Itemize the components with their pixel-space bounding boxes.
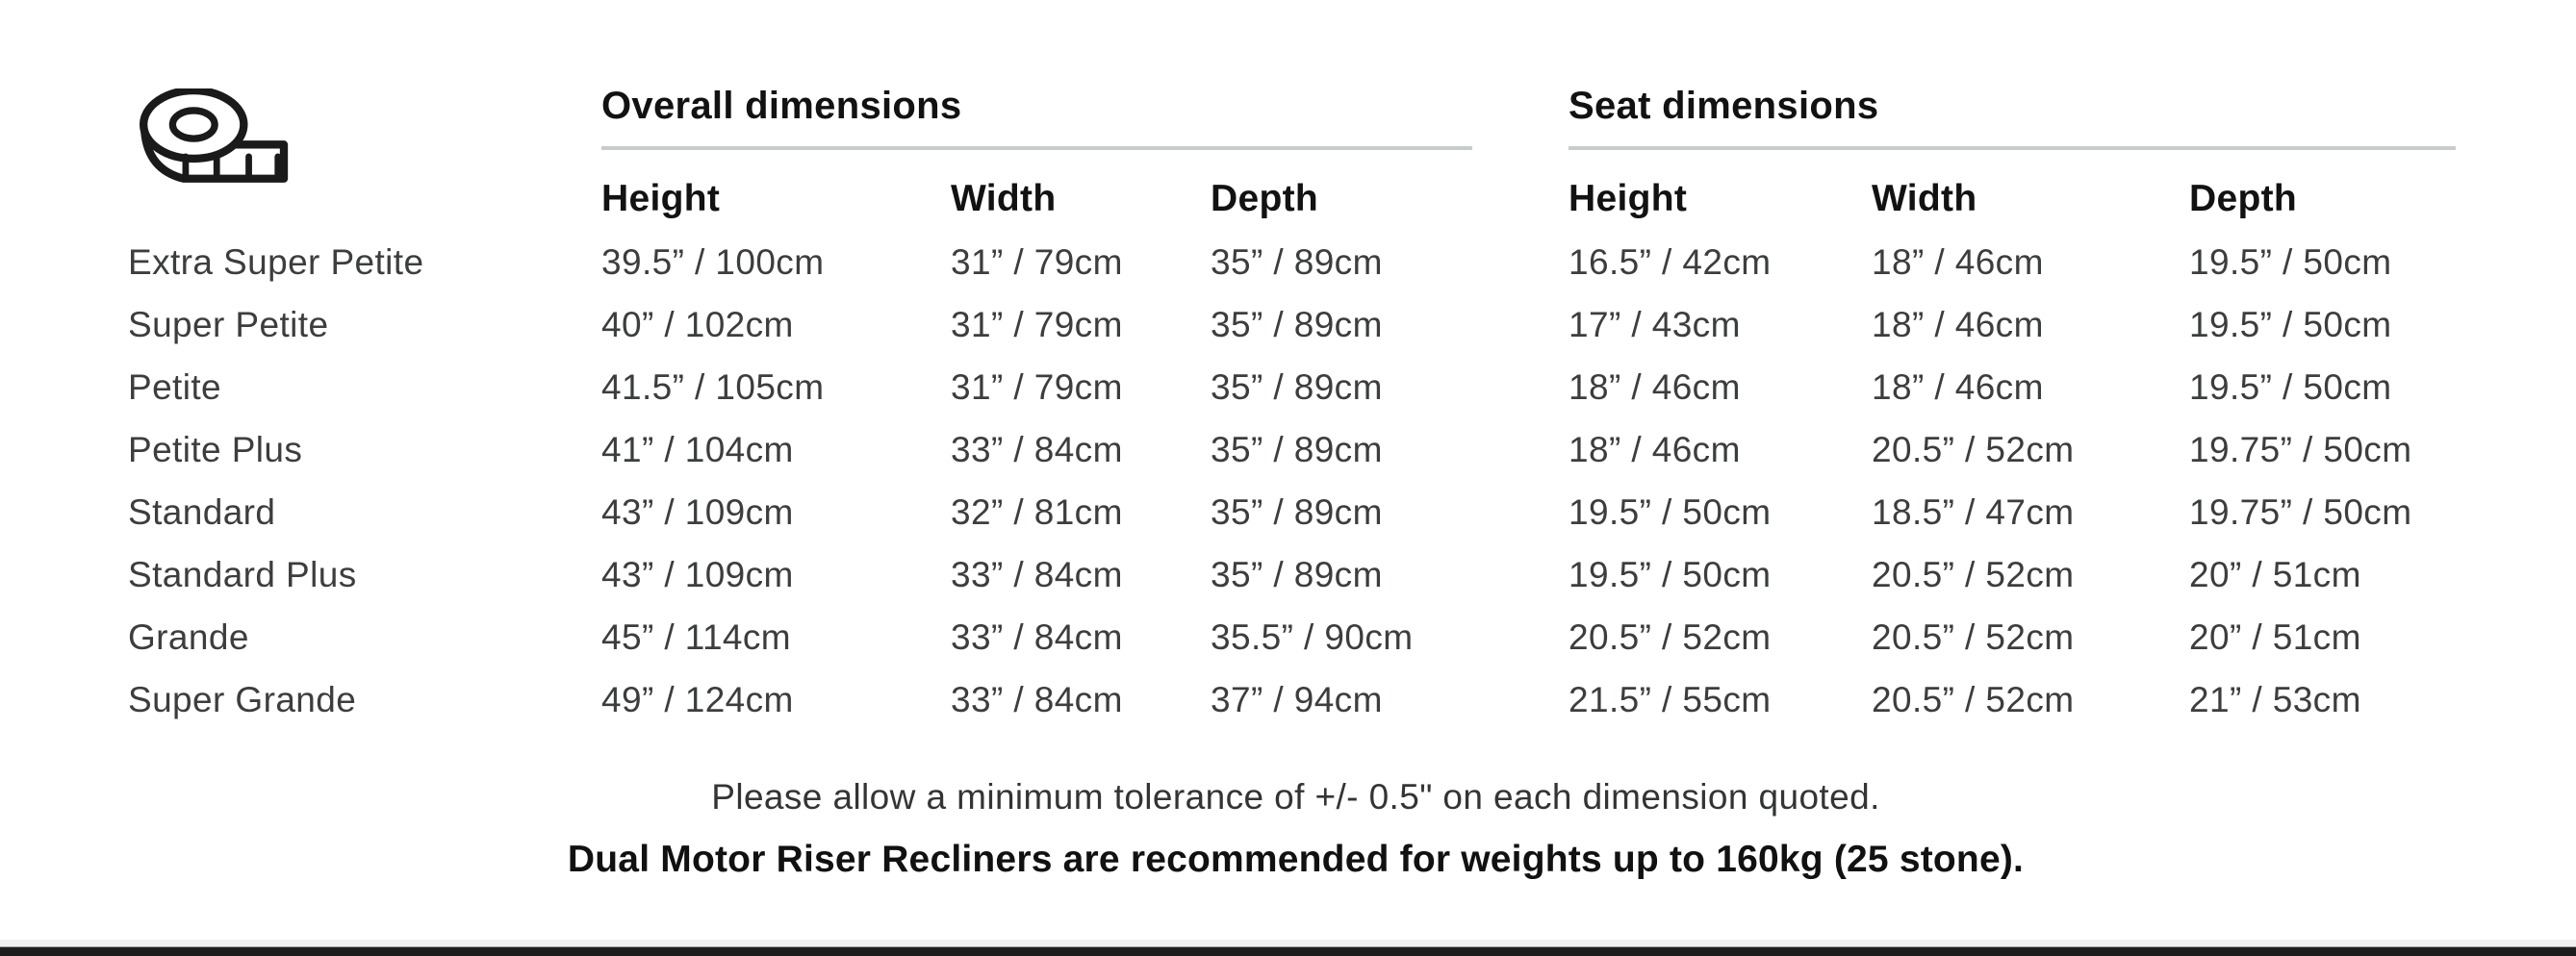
overall-height-value: 43” / 109cm	[601, 555, 794, 594]
seat-width-value: 18” / 46cm	[1872, 242, 2044, 282]
seat-width-value: 18.5” / 47cm	[1872, 492, 2075, 532]
overall-width-value: 33” / 84cm	[951, 680, 1123, 719]
overall-height-value: 41” / 104cm	[601, 430, 794, 469]
seat-height-value: 18” / 46cm	[1569, 430, 1741, 469]
overall-depth-value: 35” / 89cm	[1211, 367, 1383, 407]
section-seat: Seat dimensions	[1569, 83, 2463, 150]
seat-height-value: 19.5” / 50cm	[1569, 555, 1772, 594]
overall-width-value: 31” / 79cm	[951, 242, 1123, 282]
row-label: Petite Plus	[128, 430, 303, 469]
overall-height-value: 41.5” / 105cm	[601, 367, 825, 407]
overall-depth-value: 35” / 89cm	[1211, 430, 1383, 469]
seat-width-value: 20.5” / 52cm	[1872, 430, 2075, 469]
section-overall: Overall dimensions	[601, 83, 1569, 150]
table-row-standard: Standard 43” / 109cm 32” / 81cm 35” / 89…	[128, 481, 2463, 543]
bottom-light-strip	[0, 940, 2576, 946]
overall-height-value: 45” / 114cm	[601, 617, 792, 657]
overall-height-value: 43” / 109cm	[601, 492, 794, 532]
seat-depth-value: 20” / 51cm	[2189, 555, 2361, 594]
table-row-petite-plus: Petite Plus 41” / 104cm 33” / 84cm 35” /…	[128, 418, 2463, 481]
column-header-row: Height Width Depth Height Width Depth	[128, 150, 2463, 231]
column-header-seat-height: Height	[1569, 178, 1688, 219]
row-label: Super Petite	[128, 305, 329, 344]
size-table: Overall dimensions Seat dimensions Heigh…	[128, 83, 2463, 731]
column-header-overall-depth: Depth	[1211, 178, 1318, 219]
row-label: Standard	[128, 492, 276, 532]
row-label: Extra Super Petite	[128, 242, 424, 282]
row-label: Grande	[128, 617, 249, 657]
column-header-overall-height: Height	[601, 178, 721, 219]
bottom-dark-bar	[0, 946, 2576, 956]
seat-width-value: 20.5” / 52cm	[1872, 680, 2075, 719]
section-title-overall: Overall dimensions	[601, 85, 962, 127]
tolerance-note: Please allow a minimum tolerance of +/- …	[711, 777, 1880, 817]
overall-height-value: 39.5” / 100cm	[601, 242, 825, 282]
overall-height-value: 40” / 102cm	[601, 305, 794, 344]
seat-depth-value: 21” / 53cm	[2189, 680, 2361, 719]
seat-height-value: 21.5” / 55cm	[1569, 680, 1772, 719]
overall-width-value: 32” / 81cm	[951, 492, 1123, 532]
seat-depth-value: 19.5” / 50cm	[2189, 367, 2392, 407]
seat-depth-value: 19.75” / 50cm	[2189, 492, 2412, 532]
overall-height-value: 49” / 124cm	[601, 680, 794, 719]
column-header-seat-width: Width	[1872, 178, 1977, 219]
row-label: Super Grande	[128, 680, 357, 719]
weight-recommendation-note: Dual Motor Riser Recliners are recommend…	[567, 839, 2025, 880]
overall-depth-value: 35” / 89cm	[1211, 242, 1383, 282]
column-header-spacer	[128, 150, 601, 231]
row-label: Standard Plus	[128, 555, 357, 594]
seat-height-value: 17” / 43cm	[1569, 305, 1741, 344]
row-label: Petite	[128, 367, 222, 407]
overall-depth-value: 35” / 89cm	[1211, 305, 1383, 344]
seat-depth-value: 19.75” / 50cm	[2189, 430, 2412, 469]
column-header-seat-depth: Depth	[2189, 178, 2297, 219]
table-row-super-grande: Super Grande 49” / 124cm 33” / 84cm 37” …	[128, 668, 2463, 731]
table-row-super-petite: Super Petite 40” / 102cm 31” / 79cm 35” …	[128, 293, 2463, 356]
tape-measure-icon	[140, 88, 289, 183]
table-row-extra-super-petite: Extra Super Petite 39.5” / 100cm 31” / 7…	[128, 231, 2463, 293]
overall-width-value: 31” / 79cm	[951, 305, 1123, 344]
table-row-petite: Petite 41.5” / 105cm 31” / 79cm 35” / 89…	[128, 356, 2463, 418]
footer-notes: Please allow a minimum tolerance of +/- …	[128, 774, 2463, 884]
seat-height-value: 18” / 46cm	[1569, 367, 1741, 407]
seat-width-value: 20.5” / 52cm	[1872, 617, 2075, 657]
overall-depth-value: 35.5” / 90cm	[1211, 617, 1414, 657]
seat-depth-value: 20” / 51cm	[2189, 617, 2361, 657]
overall-width-value: 33” / 84cm	[951, 617, 1123, 657]
seat-height-value: 19.5” / 50cm	[1569, 492, 1772, 532]
section-title-seat: Seat dimensions	[1569, 85, 1879, 127]
seat-height-value: 16.5” / 42cm	[1569, 242, 1772, 282]
overall-width-value: 33” / 84cm	[951, 430, 1123, 469]
seat-width-value: 18” / 46cm	[1872, 305, 2044, 344]
seat-width-value: 18” / 46cm	[1872, 367, 2044, 407]
seat-depth-value: 19.5” / 50cm	[2189, 305, 2392, 344]
column-header-overall-width: Width	[951, 178, 1057, 219]
overall-depth-value: 35” / 89cm	[1211, 555, 1383, 594]
table-row-standard-plus: Standard Plus 43” / 109cm 33” / 84cm 35”…	[128, 543, 2463, 606]
overall-depth-value: 35” / 89cm	[1211, 492, 1383, 532]
seat-width-value: 20.5” / 52cm	[1872, 555, 2075, 594]
overall-depth-value: 37” / 94cm	[1211, 680, 1383, 719]
table-row-grande: Grande 45” / 114cm 33” / 84cm 35.5” / 90…	[128, 606, 2463, 668]
overall-width-value: 33” / 84cm	[951, 555, 1123, 594]
section-title-row: Overall dimensions Seat dimensions	[128, 83, 2463, 150]
overall-width-value: 31” / 79cm	[951, 367, 1123, 407]
seat-height-value: 20.5” / 52cm	[1569, 617, 1772, 657]
seat-depth-value: 19.5” / 50cm	[2189, 242, 2392, 282]
